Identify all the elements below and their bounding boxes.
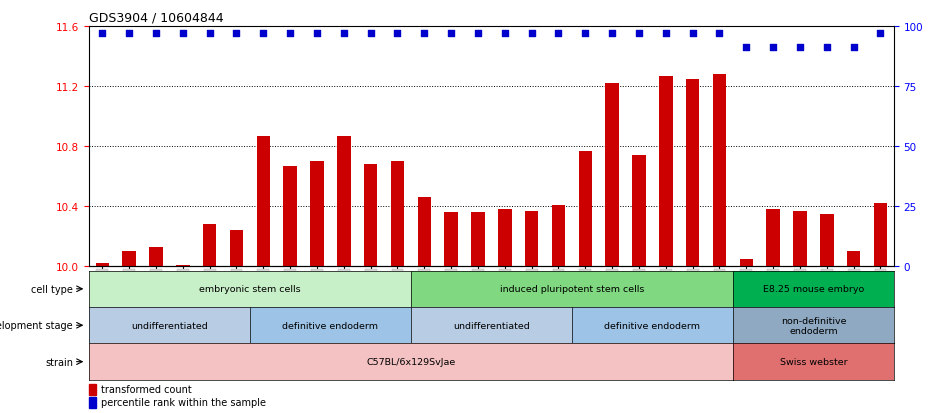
Bar — [176, 265, 190, 267]
Point — [229, 30, 244, 37]
Point — [363, 30, 378, 37]
Bar — [364, 165, 377, 267]
Bar — [525, 211, 538, 267]
Point — [846, 45, 861, 51]
Text: non-definitive
endoderm: non-definitive endoderm — [781, 316, 846, 335]
Text: embryonic stem cells: embryonic stem cells — [199, 285, 300, 294]
Point — [551, 30, 566, 37]
Bar — [123, 252, 136, 267]
Bar — [472, 213, 485, 267]
Text: induced pluripotent stem cells: induced pluripotent stem cells — [500, 285, 644, 294]
Bar — [633, 156, 646, 267]
Text: undifferentiated: undifferentiated — [131, 321, 208, 330]
Bar — [686, 79, 699, 267]
Point — [685, 30, 700, 37]
Text: definitive endoderm: definitive endoderm — [605, 321, 700, 330]
Bar — [606, 84, 619, 267]
Bar — [659, 76, 673, 267]
Bar — [820, 214, 834, 267]
Point — [390, 30, 405, 37]
Bar — [256, 136, 271, 267]
Bar — [874, 204, 887, 267]
Bar — [337, 136, 350, 267]
Text: transformed count: transformed count — [101, 384, 192, 394]
Text: Swiss webster: Swiss webster — [780, 357, 847, 366]
Point — [336, 30, 351, 37]
Bar — [578, 151, 592, 267]
Bar — [311, 162, 324, 267]
Bar — [767, 210, 780, 267]
Bar — [203, 225, 216, 267]
Point — [658, 30, 673, 37]
Point — [471, 30, 486, 37]
Bar — [89, 384, 96, 395]
Bar — [552, 205, 565, 267]
Bar — [713, 75, 726, 267]
Point — [444, 30, 459, 37]
Bar — [150, 247, 163, 267]
Text: strain: strain — [45, 357, 73, 367]
Text: undifferentiated: undifferentiated — [453, 321, 530, 330]
Text: percentile rank within the sample: percentile rank within the sample — [101, 397, 266, 407]
Bar — [445, 213, 458, 267]
Point — [819, 45, 834, 51]
Bar — [230, 231, 243, 267]
Text: development stage: development stage — [0, 320, 73, 330]
Point — [283, 30, 298, 37]
Point — [712, 30, 727, 37]
Point — [417, 30, 431, 37]
Bar — [391, 162, 404, 267]
Point — [256, 30, 271, 37]
Text: GDS3904 / 10604844: GDS3904 / 10604844 — [89, 11, 224, 24]
Bar — [739, 259, 753, 267]
Point — [793, 45, 808, 51]
Bar — [417, 198, 431, 267]
Text: cell type: cell type — [31, 284, 73, 294]
Point — [766, 45, 781, 51]
Point — [605, 30, 620, 37]
Point — [873, 30, 888, 37]
Bar — [95, 264, 110, 267]
Point — [739, 45, 753, 51]
Point — [632, 30, 647, 37]
Point — [497, 30, 512, 37]
Point — [578, 30, 592, 37]
Point — [310, 30, 325, 37]
Point — [524, 30, 539, 37]
Point — [149, 30, 164, 37]
Text: E8.25 mouse embryo: E8.25 mouse embryo — [763, 285, 864, 294]
Bar — [847, 252, 860, 267]
Bar — [498, 210, 512, 267]
Bar — [794, 211, 807, 267]
Text: definitive endoderm: definitive endoderm — [283, 321, 378, 330]
Point — [175, 30, 190, 37]
Text: C57BL/6x129SvJae: C57BL/6x129SvJae — [366, 357, 456, 366]
Bar — [89, 397, 96, 408]
Point — [202, 30, 217, 37]
Bar — [284, 166, 297, 267]
Point — [95, 30, 110, 37]
Point — [122, 30, 137, 37]
